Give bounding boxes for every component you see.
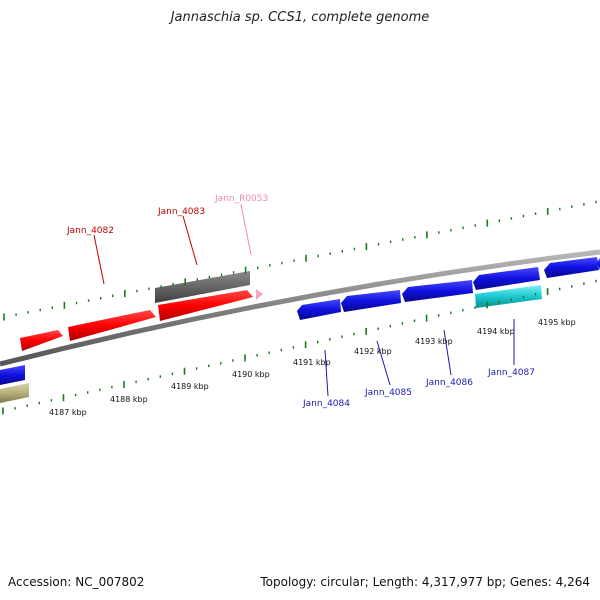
gene-rna-jann-r0053[interactable] — [256, 289, 263, 300]
gene-arrow-jann-4087[interactable] — [473, 267, 540, 290]
gene-labels: Jann_4082 Jann_4083 Jann_R0053 Jann_4084… — [66, 194, 535, 409]
gene-label-jann-4086[interactable]: Jann_4086 — [425, 378, 473, 388]
scale-label: 4193 kbp — [415, 337, 453, 346]
scale-label: 4187 kbp — [49, 408, 87, 417]
leader-line — [324, 349, 329, 397]
scale-label: 4190 kbp — [232, 370, 270, 379]
tick-ring-upper — [3, 200, 597, 321]
gene-arrow-jann-4084[interactable] — [297, 299, 341, 320]
gene-label-jann-4084[interactable]: Jann_4084 — [302, 399, 350, 409]
genome-title: Jannaschia sp. CCS1, complete genome — [170, 10, 430, 25]
gene-arrow-jann-4082[interactable] — [68, 310, 156, 341]
gene-arrow-forward[interactable] — [20, 330, 63, 351]
scale-labels: 4187 kbp 4188 kbp 4189 kbp 4190 kbp 4191… — [49, 318, 576, 417]
gene-label-jann-4083[interactable]: Jann_4083 — [157, 207, 205, 217]
scale-label: 4194 kbp — [477, 327, 515, 336]
leader-line — [93, 234, 105, 285]
leader-line — [182, 215, 198, 266]
genome-summary-text: Topology: circular; Length: 4,317,977 bp… — [260, 575, 590, 589]
scale-label: 4191 kbp — [293, 358, 331, 367]
gene-arrow-jann-4085[interactable] — [341, 290, 401, 312]
gene-arrow-edge[interactable] — [597, 258, 600, 270]
gene-arrow-reverse-right[interactable] — [544, 257, 599, 278]
gene-label-jann-4087[interactable]: Jann_4087 — [487, 368, 535, 378]
leader-line — [240, 203, 252, 256]
gene-arrow-jann-4086[interactable] — [402, 280, 473, 302]
gene-label-jann-4085[interactable]: Jann_4085 — [364, 388, 412, 398]
scale-label: 4195 kbp — [538, 318, 576, 327]
genome-backbone — [0, 249, 600, 367]
gene-arrow-reverse-left[interactable] — [0, 365, 25, 385]
gene-label-jann-r0053[interactable]: Jann_R0053 — [214, 194, 268, 204]
forward-strand-genes — [20, 271, 263, 351]
gene-label-jann-4082[interactable]: Jann_4082 — [66, 226, 114, 236]
gene-rrna-jann-4087[interactable] — [475, 285, 542, 308]
gene-arrow-other[interactable] — [0, 383, 29, 403]
reverse-strand-genes — [0, 257, 600, 403]
scale-label: 4188 kbp — [110, 395, 148, 404]
accession-text: Accession: NC_007802 — [8, 575, 145, 589]
leader-line — [376, 340, 391, 386]
leader-line — [443, 329, 452, 376]
tick-ring-lower — [2, 279, 597, 415]
scale-label: 4192 kbp — [354, 347, 392, 356]
scale-label: 4189 kbp — [171, 382, 209, 391]
gene-arrow-jann-4083[interactable] — [158, 290, 253, 321]
gene-pseudo-jann-4083[interactable] — [155, 271, 250, 303]
